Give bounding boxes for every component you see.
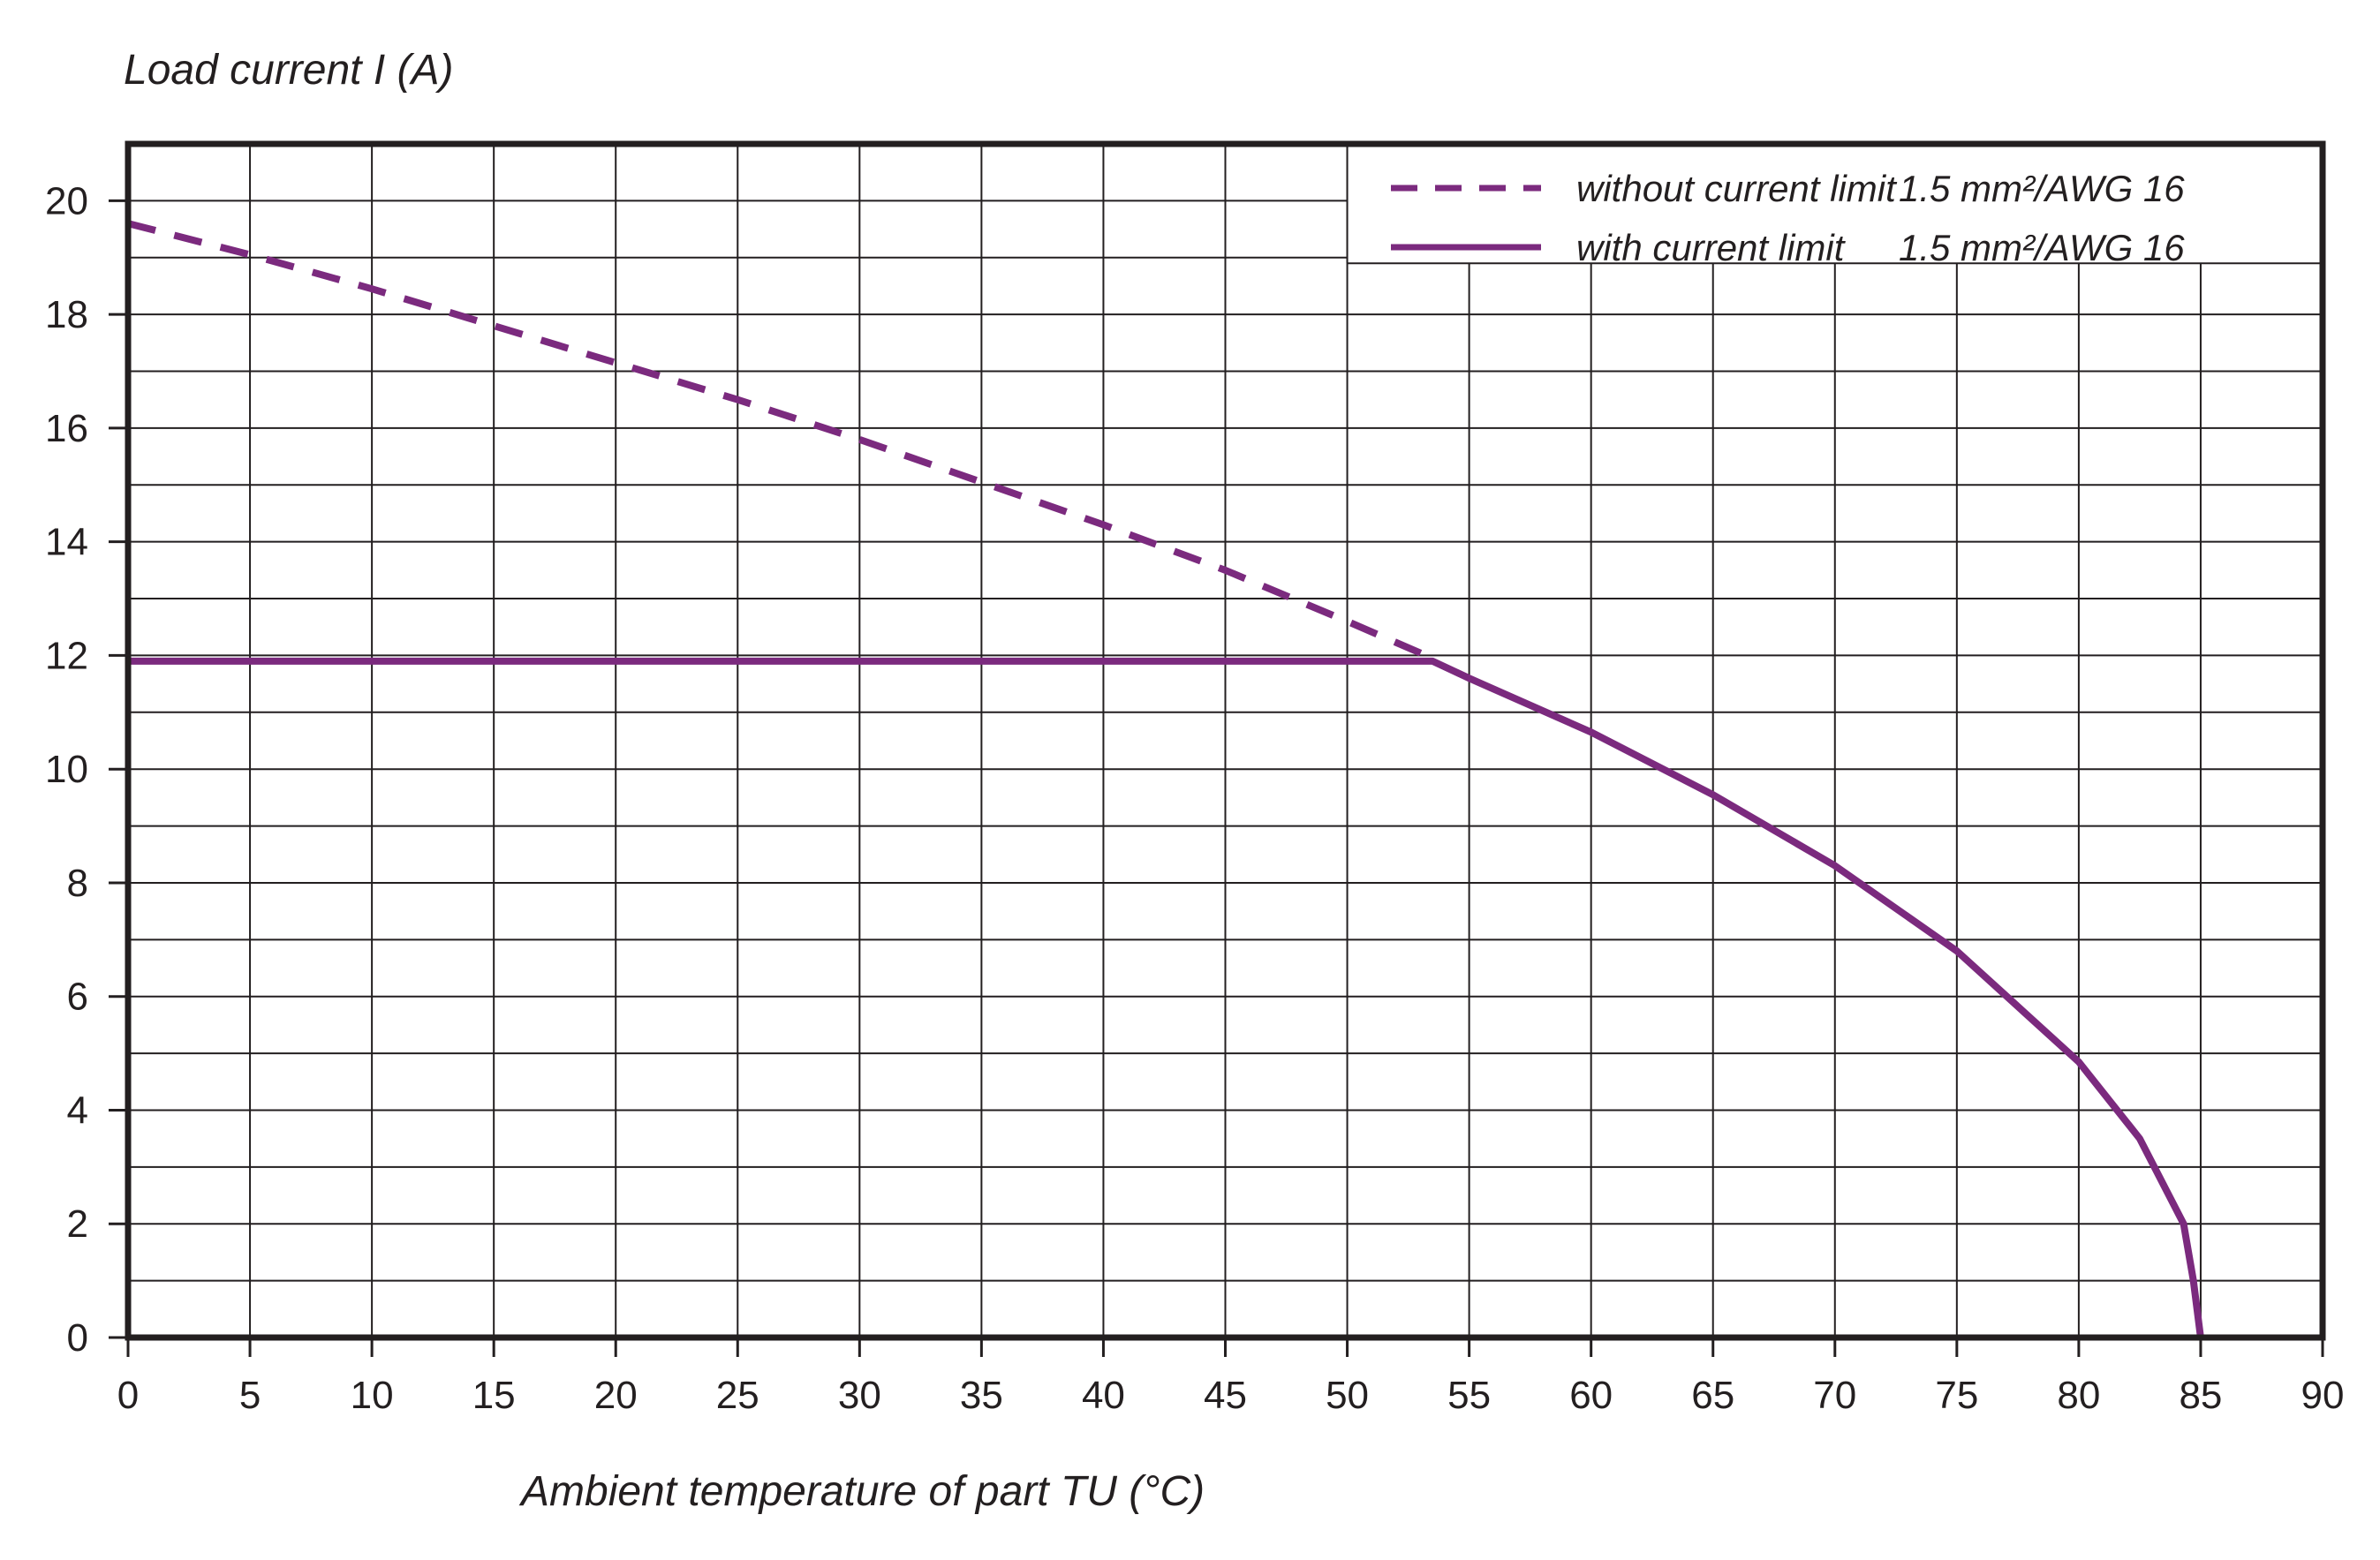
legend-box [1347, 144, 2323, 264]
y-tick-label-4: 8 [67, 862, 88, 905]
series-line-0 [127, 220, 1434, 662]
legend-size-label-0: 1.5 mm²/AWG 16 [1899, 168, 2185, 209]
y-tick-label-9: 18 [45, 293, 88, 336]
x-tick-label-2: 10 [351, 1374, 394, 1417]
x-tick-label-8: 40 [1082, 1374, 1125, 1417]
legend-label-0: without current limit [1576, 168, 1898, 209]
grid [128, 144, 2323, 1338]
x-tick-label-4: 20 [594, 1374, 638, 1417]
legend-label-1: with current limit [1576, 227, 1847, 268]
y-tick-label-7: 14 [45, 521, 88, 564]
axis-ticks: 0 5 10 15 20 25 30 35 40 45 50 55 60 65 70 75 80 85 90 0 2 4 6… [45, 179, 2344, 1417]
series-lines [127, 220, 2204, 1338]
y-tick-label-10: 20 [45, 179, 88, 222]
x-tick-label-0: 0 [117, 1374, 139, 1417]
y-tick-label-3: 6 [67, 976, 88, 1019]
y-tick-label-6: 12 [45, 634, 88, 677]
x-tick-label-6: 30 [838, 1374, 881, 1417]
x-tick-label-14: 70 [1813, 1374, 1856, 1417]
x-tick-label-11: 55 [1447, 1374, 1491, 1417]
x-tick-label-16: 80 [2057, 1374, 2100, 1417]
x-tick-label-5: 25 [716, 1374, 759, 1417]
x-tick-label-3: 15 [472, 1374, 516, 1417]
y-tick-label-0: 0 [67, 1316, 88, 1360]
x-tick-label-9: 45 [1204, 1374, 1247, 1417]
x-tick-label-13: 65 [1691, 1374, 1734, 1417]
y-tick-label-5: 10 [45, 748, 88, 791]
series-line-1 [128, 657, 2204, 1338]
y-tick-label-8: 16 [45, 407, 88, 450]
x-tick-label-15: 75 [1935, 1374, 1978, 1417]
x-tick-label-7: 35 [960, 1374, 1003, 1417]
x-axis-title: Ambient temperature of part TU (°C) [518, 1468, 1205, 1515]
y-axis-title: Load current I (A) [124, 47, 454, 94]
legend-size-label-1: 1.5 mm²/AWG 16 [1899, 227, 2185, 268]
y-tick-label-1: 2 [67, 1202, 88, 1246]
x-tick-label-10: 50 [1326, 1374, 1369, 1417]
x-tick-label-12: 60 [1569, 1374, 1613, 1417]
x-tick-label-18: 90 [2301, 1374, 2345, 1417]
x-tick-label-1: 5 [239, 1374, 261, 1417]
y-tick-label-2: 4 [67, 1089, 88, 1132]
x-tick-label-17: 85 [2179, 1374, 2222, 1417]
legend: without current limit 1.5 mm²/AWG 16 with … [1346, 144, 2323, 268]
